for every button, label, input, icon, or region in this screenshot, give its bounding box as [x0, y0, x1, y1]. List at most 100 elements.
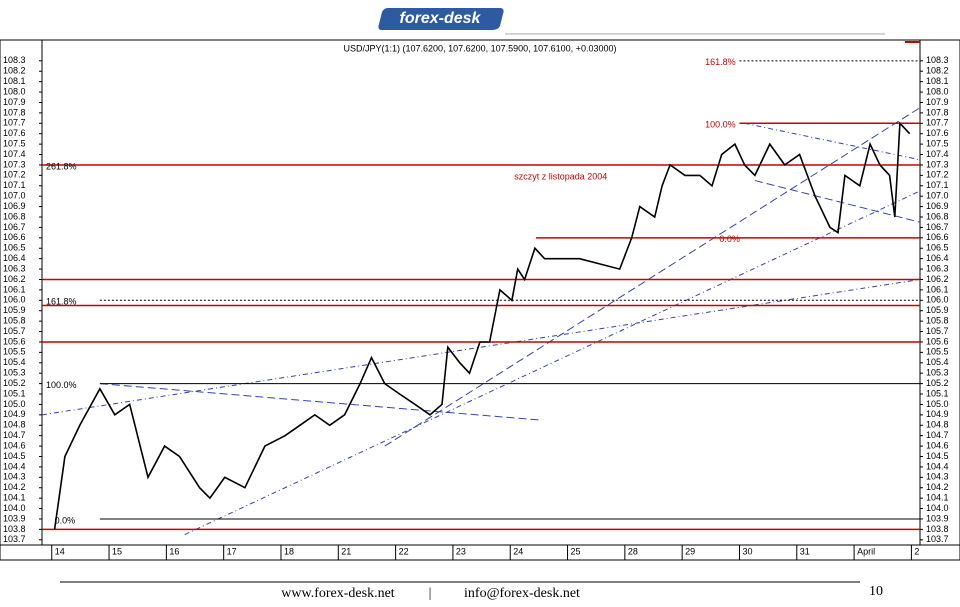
- y-tick-label: 107.3: [3, 159, 26, 169]
- y-tick-label: 105.7: [926, 326, 949, 336]
- page-number: 10: [869, 584, 883, 599]
- chart-title: USD/JPY(1:1) (107.6200, 107.6200, 107.59…: [344, 43, 617, 53]
- x-tick-label: 18: [284, 546, 294, 556]
- fib-label: 100.0%: [46, 380, 77, 390]
- y-tick-label: 108.0: [3, 86, 26, 96]
- y-tick-label: 107.6: [926, 128, 949, 138]
- y-tick-label: 105.2: [926, 378, 949, 388]
- y-tick-label: 105.0: [926, 399, 949, 409]
- y-tick-label: 105.5: [3, 347, 26, 357]
- y-tick-label: 104.4: [926, 461, 949, 471]
- y-tick-label: 105.4: [3, 357, 26, 367]
- y-tick-label: 105.5: [926, 347, 949, 357]
- y-tick-label: 107.1: [926, 180, 949, 190]
- trend-line: [99, 383, 541, 421]
- y-tick-label: 105.2: [3, 378, 26, 388]
- y-tick-label: 106.9: [3, 201, 26, 211]
- y-tick-label: 106.6: [3, 232, 26, 242]
- y-tick-label: 104.8: [926, 420, 949, 430]
- y-tick-label: 106.3: [3, 263, 26, 273]
- y-tick-label: 106.7: [926, 222, 949, 232]
- y-tick-label: 104.5: [3, 451, 26, 461]
- y-tick-label: 105.6: [3, 336, 26, 346]
- y-tick-label: 107.3: [926, 159, 949, 169]
- y-tick-label: 104.8: [3, 420, 26, 430]
- y-tick-label: 105.7: [3, 326, 26, 336]
- y-tick-label: 104.0: [3, 503, 26, 513]
- x-tick-label: 30: [742, 546, 752, 556]
- y-tick-label: 106.8: [3, 211, 26, 221]
- y-tick-label: 103.9: [926, 513, 949, 523]
- y-tick-label: 103.8: [926, 524, 949, 534]
- trend-line: [41, 278, 921, 416]
- y-tick-label: 108.1: [926, 76, 949, 86]
- y-tick-label: 106.2: [926, 274, 949, 284]
- y-tick-label: 105.9: [3, 305, 26, 315]
- y-tick-label: 106.4: [3, 253, 26, 263]
- y-tick-label: 107.2: [926, 170, 949, 180]
- y-tick-label: 104.0: [926, 503, 949, 513]
- y-tick-label: 104.1: [3, 493, 26, 503]
- fib-label: 261.8%: [46, 161, 77, 171]
- y-tick-label: 104.6: [3, 440, 26, 450]
- y-tick-label: 105.1: [3, 388, 26, 398]
- footer-email: info@forex-desk.net: [464, 586, 580, 601]
- y-tick-label: 106.3: [926, 263, 949, 273]
- x-tick-label: 14: [55, 546, 65, 556]
- x-tick-label: April: [857, 546, 875, 556]
- y-tick-label: 105.1: [926, 388, 949, 398]
- y-tick-label: 106.7: [3, 222, 26, 232]
- y-tick-label: 104.3: [926, 472, 949, 482]
- y-tick-label: 107.4: [3, 149, 26, 159]
- y-tick-label: 104.3: [3, 472, 26, 482]
- y-tick-label: 106.2: [3, 274, 26, 284]
- fib-label: 0.0%: [55, 515, 76, 525]
- y-tick-label: 105.0: [3, 399, 26, 409]
- fib-label: 161.8%: [46, 297, 77, 307]
- y-tick-label: 105.9: [926, 305, 949, 315]
- logo: forex-desk: [400, 10, 482, 27]
- y-tick-label: 104.7: [926, 430, 949, 440]
- x-tick-label: 15: [112, 546, 122, 556]
- y-tick-label: 105.8: [926, 316, 949, 326]
- fib-label: 100.0%: [705, 120, 736, 130]
- y-tick-label: 106.9: [926, 201, 949, 211]
- footer-sep: |: [429, 586, 432, 601]
- y-tick-label: 108.2: [3, 66, 26, 76]
- y-tick-label: 108.3: [3, 55, 26, 65]
- y-tick-label: 106.1: [926, 284, 949, 294]
- y-tick-label: 107.7: [926, 118, 949, 128]
- y-tick-label: 107.9: [3, 97, 26, 107]
- y-tick-label: 104.5: [926, 451, 949, 461]
- annotation: szczyt z listopada 2004: [514, 172, 607, 182]
- x-tick-label: 25: [571, 546, 581, 556]
- footer-web: www.forex-desk.net: [281, 586, 394, 601]
- logo-badge: [378, 8, 504, 30]
- y-tick-label: 106.8: [926, 211, 949, 221]
- trend-line: [754, 180, 921, 223]
- x-tick-label: 22: [399, 546, 409, 556]
- y-tick-label: 105.4: [926, 357, 949, 367]
- y-tick-label: 105.6: [926, 336, 949, 346]
- y-tick-label: 106.5: [3, 243, 26, 253]
- y-tick-label: 106.6: [926, 232, 949, 242]
- x-tick-label: 21: [341, 546, 351, 556]
- chart-frame: [0, 39, 960, 561]
- x-tick-label: 29: [685, 546, 695, 556]
- x-tick-label: 31: [800, 546, 810, 556]
- y-tick-label: 107.0: [926, 191, 949, 201]
- price-line: [53, 121, 911, 530]
- y-tick-label: 103.8: [3, 524, 26, 534]
- y-tick-label: 104.9: [3, 409, 26, 419]
- y-tick-label: 103.7: [926, 534, 949, 544]
- y-tick-label: 107.6: [3, 128, 26, 138]
- y-tick-label: 105.3: [926, 368, 949, 378]
- y-tick-label: 107.0: [3, 191, 26, 201]
- y-tick-label: 104.9: [926, 409, 949, 419]
- y-tick-label: 104.7: [3, 430, 26, 440]
- trend-line: [184, 190, 921, 536]
- y-tick-label: 106.4: [926, 253, 949, 263]
- y-tick-label: 107.1: [3, 180, 26, 190]
- x-tick-label: 28: [628, 546, 638, 556]
- y-tick-label: 107.8: [926, 107, 949, 117]
